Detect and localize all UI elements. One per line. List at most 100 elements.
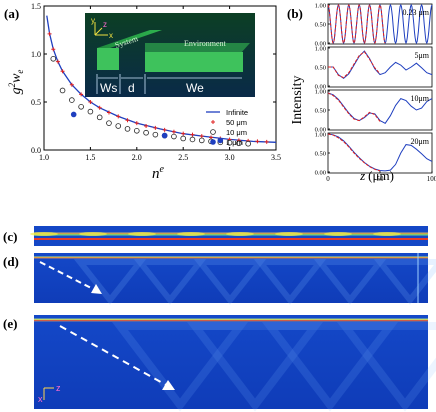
panel-label-b: (b) [287,6,303,21]
point-10um [152,131,159,138]
point-50um [88,100,93,104]
plot-b-xlabel: z (μm) [359,168,394,183]
plot-a-frame [43,5,277,151]
point-50um [55,59,60,64]
point-1um [70,111,77,118]
point-10um [124,126,131,132]
point-50um [51,47,56,52]
panel-label-c: (c) [3,229,17,244]
point-50um [97,105,102,110]
system-slab [97,48,119,70]
point-10um [115,123,122,129]
point-50um [106,110,111,115]
environment-label: Environment [184,39,227,48]
y-tick-label: 0.00 [315,127,326,134]
x-tick-label: 2.0 [132,153,142,162]
point-10um [87,108,94,115]
point-10um [59,87,66,94]
point-50um [125,118,130,123]
point-1um [161,132,168,139]
y-tick-label: 0.5 [31,98,41,107]
point-10um [180,135,187,142]
point-10um [198,137,205,144]
point-10um [106,120,112,126]
panel-b: (b) Intensity 0.00 0.50 1.00 0.23 μm 0.00 0.5… [287,3,436,184]
x-tick-label: 50 [377,175,385,183]
y-tick-label: 0.00 [315,170,326,177]
point-50um [144,124,149,128]
x-tick-label: 100 [427,175,436,183]
point-10um [96,114,103,121]
legend-entry: 50 μm [226,118,247,127]
x-tick-label: 2.5 [178,153,188,162]
panel-label-a: (a) [4,6,19,21]
point-50um [190,132,195,137]
point-10um [236,140,242,147]
series-red [327,92,381,122]
inset-d: d [128,81,135,95]
point-10um [134,128,140,134]
series-blue [327,3,433,45]
panel-c: (c) [3,226,428,246]
field-map-d [34,253,428,303]
y-tick-label: 0.50 [315,65,326,72]
subplot-b-0: 0.00 0.50 1.00 0.23 μm [315,3,433,48]
environment-slab-top [145,43,250,54]
inset-axis-z: z [103,20,107,29]
y-tick-label: 0.50 [315,151,326,158]
panel-e: (e) x z [3,315,436,412]
point-10um [226,140,233,146]
point-50um [162,127,167,132]
inset-we: We [186,81,204,95]
inset-axis-x: x [109,31,113,40]
point-1um [217,137,224,144]
legend-entry: 1 μm [226,138,243,147]
x-tick-label: 1.5 [85,153,95,162]
subplot-label: 5μm [414,51,429,60]
arrow-e [59,325,169,387]
point-10um [143,129,149,136]
point-10um [50,55,57,62]
y-tick-label: 1.00 [315,3,326,10]
point-50um [199,134,204,139]
point-50um [255,139,260,144]
point-50um [69,82,74,87]
point-50um [264,139,269,144]
x-tick-label: 1.0 [39,153,49,162]
plot-a-ticks: 1.0 1.5 2.0 2.5 3.0 3.5 0.0 0.5 1.0 1.5 [31,2,281,162]
point-50um [153,125,158,130]
system-slab-top [97,30,162,48]
environment-slab [145,52,243,72]
subplot-b-1: 0.00 0.50 1.00 5μm [315,46,433,91]
point-10um [171,133,177,140]
svg-text:g2we: g2we [7,70,25,95]
y-tick-label: 1.0 [31,50,41,59]
point-50um [47,31,52,36]
plot-a-series [46,15,277,147]
series-red [328,51,381,79]
field-axis-z: z [56,383,61,393]
y-tick-label: 1.00 [315,46,326,53]
point-50um [79,92,84,97]
point-50um [181,131,186,136]
plot-b-ylabel: Intensity [290,76,305,125]
x-tick-label: 0 [326,175,330,183]
y-tick-label: 0.00 [315,41,326,48]
legend-entry: Infinite [226,108,248,117]
series-blue [328,50,433,80]
inset-axis-y: y [91,16,95,25]
point-50um [116,114,121,119]
y-tick-label: 1.00 [315,132,326,139]
point-10um [78,104,84,110]
series-red [327,133,381,172]
point-10um [245,140,251,147]
y-tick-label: 0.50 [315,108,326,115]
point-10um [189,136,196,143]
inset-ws: Ws [100,81,117,95]
inset-schematic: System Environment y z x Ws d We [85,13,255,97]
panel-a: (a) 1.0 1.5 2.0 2.5 3.0 3.50.00.51.01.5 g2we … [4,2,281,182]
subplot-label: 20μm [410,137,429,146]
arrow-d [39,261,98,292]
